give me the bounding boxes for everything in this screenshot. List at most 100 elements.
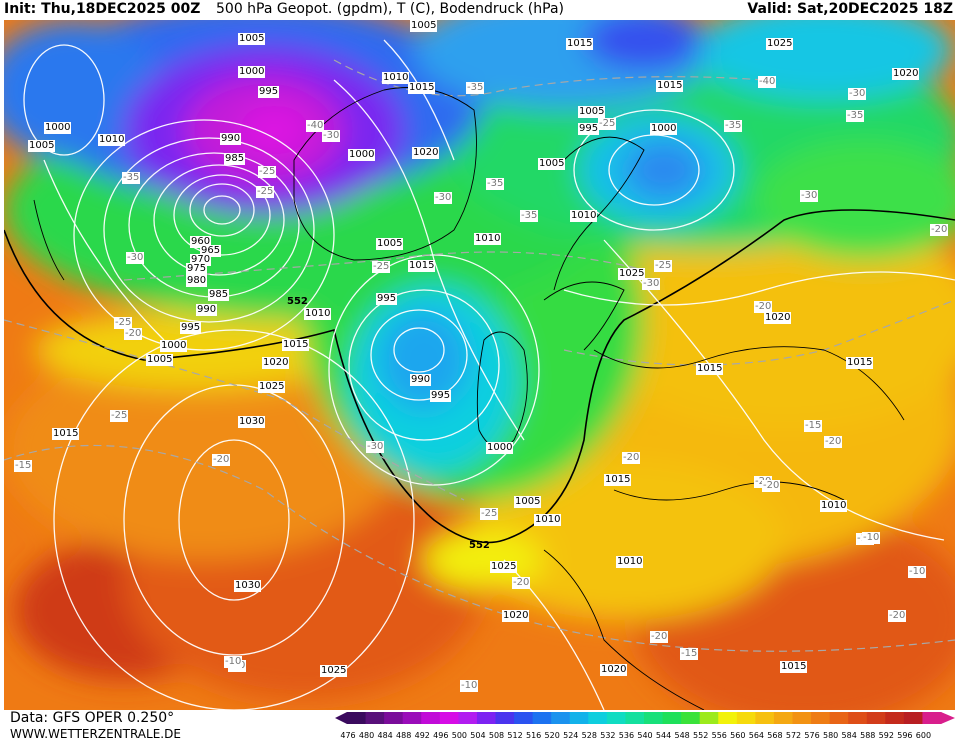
colorbar-cell [421,712,441,724]
isobar-label: 1025 [490,561,518,573]
colorbar-cell [402,712,422,724]
isobar-label: 1010 [98,134,126,146]
colorbar-tick-label: 528 [582,731,597,740]
isobar-label: 1015 [780,661,808,673]
isobar-label: 990 [220,133,242,145]
label-layer: 1005 1005 1000 1000 1005 1010 995 990 985 960 965 9… [4,20,955,710]
isobar-label: 1005 [410,20,438,32]
isotherm-label: -25 [654,260,673,272]
isobar-label: 1015 [566,38,594,50]
colorbar-cell [922,712,942,724]
isobar-label: 1005 [538,158,566,170]
isobar-label: 1010 [570,210,598,222]
isobar-label: 1020 [764,312,792,324]
data-source: Data: GFS OPER 0.250° [10,710,175,726]
isobar-label: 1020 [262,357,290,369]
isobar-label: 1000 [238,66,266,78]
isobar-label: 1030 [238,416,266,428]
isotherm-label: -25 [256,186,275,198]
isobar-label: 1010 [382,72,410,84]
colorbar-cell [681,712,701,724]
colorbar-tick-label: 584 [842,731,857,740]
isotherm-label: -30 [848,88,867,100]
colorbar-cell [551,712,571,724]
isotherm-label: -35 [486,178,505,190]
isotherm-label: -25 [372,261,391,273]
isobars [23,39,955,710]
colorbar-tick-label: 544 [656,731,671,740]
isobar-label: 1025 [258,381,286,393]
isobar-label: 1010 [534,514,562,526]
isotherm-label: -20 [754,301,773,313]
isotherm-label: -35 [520,210,539,222]
colorbar-tick-label: 516 [526,731,541,740]
colorbar-cell [365,712,385,724]
isobar-label: 1015 [52,428,80,440]
isobar-label: 995 [578,123,600,135]
colorbar-cell [532,712,552,724]
weather-map: 1005 1005 1000 1000 1005 1010 995 990 985 960 965 9… [4,20,955,710]
isotherm-label: -20 [124,328,143,340]
init-time: Init: Thu,18DEC2025 00Z [4,1,201,17]
isobar-label: 1030 [234,580,262,592]
colorbar-left-arrow [335,712,347,724]
isotherm-label: -35 [724,120,743,132]
height-552-label: 552 [287,296,308,307]
isobar-label: 1015 [604,474,632,486]
isobar-label: 990 [196,304,218,316]
isotherm-label: -25 [258,166,277,178]
isobar-label: 1020 [412,147,440,159]
isotherm-label: -20 [824,436,843,448]
isobar-label: 1010 [616,556,644,568]
isobar-label: 1000 [486,442,514,454]
colorbar-tick-label: 556 [712,731,727,740]
colorbar-tick-label: 592 [879,731,894,740]
isobar-label: 1025 [766,38,794,50]
isobar-label: 995 [376,293,398,305]
isobar-label: 980 [186,275,208,287]
colorbar-cell [514,712,534,724]
isobar-label: 990 [410,374,432,386]
isotherm-label: -20 [622,452,641,464]
isobar-label: 1020 [600,664,628,676]
colorbar-cell [811,712,831,724]
map-canvas [4,20,955,710]
isotherm-label: -30 [366,441,385,453]
isobar-label: 995 [180,322,202,334]
colorbar-cell [773,712,793,724]
isotherm-label: -15 [14,460,33,472]
isotherm-label: -30 [322,130,341,142]
isobar-label: 975 [186,263,208,275]
isotherm-label: -40 [306,120,325,132]
colorbar-cell [458,712,478,724]
isotherm-label: -35 [122,172,141,184]
colorbar-tick-label: 504 [470,731,485,740]
colorbar-cell [347,712,367,724]
colorbar-cell [885,712,905,724]
colorbar-tick-label: 532 [600,731,615,740]
colorbar-tick-label: 600 [916,731,931,740]
isobar-label: 1005 [578,106,606,118]
isobar-label: 1005 [376,238,404,250]
isobar-label: 1025 [320,665,348,677]
colorbar-tick-label: 596 [897,731,912,740]
isobar-label: 985 [208,289,230,301]
isotherm-label: -10 [862,532,881,544]
colorbar-cell [588,712,608,724]
isotherm-label: -20 [762,480,781,492]
colorbar: 476 480 484 488 492 496 500 504 508 512 516 520 524 5… [335,712,955,740]
isobar-label: 995 [430,390,452,402]
isotherm-label: -15 [804,420,823,432]
isobar-label: 1010 [304,308,332,320]
colorbar-tick-label: 560 [730,731,745,740]
isotherm-label: -10 [908,566,927,578]
colorbar-cell [495,712,515,724]
isotherm-label: -25 [110,410,129,422]
colorbar-tick-label: 552 [693,731,708,740]
isotherm-label: -30 [800,190,819,202]
isobar-label: 1000 [650,123,678,135]
colorbar-cell [736,712,756,724]
isotherm-label: -15 [680,648,699,660]
colorbar-tick-label: 484 [377,731,392,740]
colorbar-tick-label: 512 [507,731,522,740]
